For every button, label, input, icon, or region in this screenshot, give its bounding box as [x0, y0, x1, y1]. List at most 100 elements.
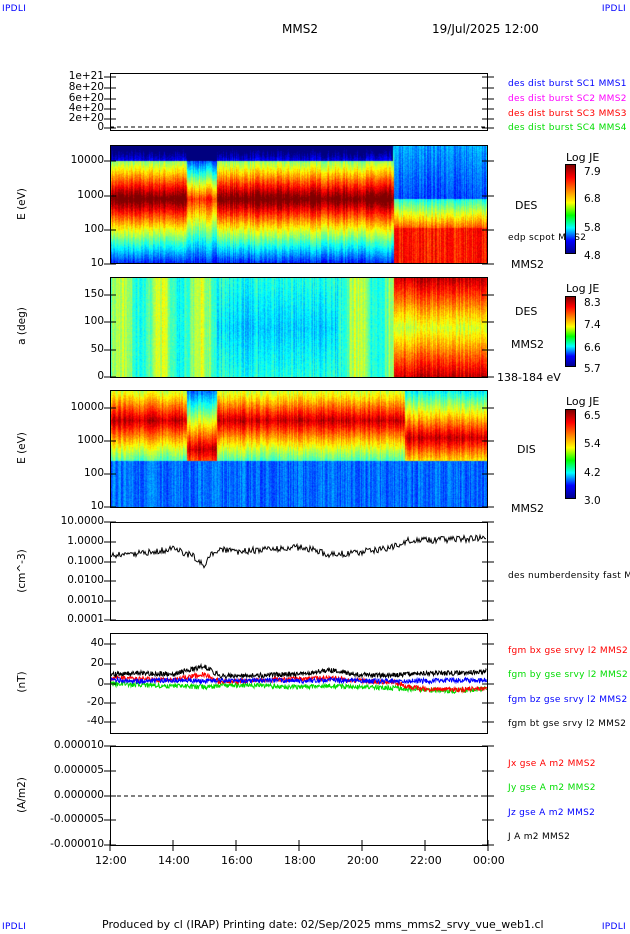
- legend-sc3: des dist burst SC3 MMS3: [508, 109, 627, 119]
- y-tick-label: 100: [83, 315, 104, 327]
- panel-dis-energy: [110, 390, 488, 508]
- y-tick-label: 100: [83, 467, 104, 479]
- label-energy-range: 138-184 eV: [497, 371, 561, 384]
- x-tick-label: 12:00: [95, 854, 127, 867]
- legend-bz: fgm bz gse srvy l2 MMS2: [508, 695, 628, 705]
- y-tick-label: 0.0100: [67, 574, 104, 586]
- corner-label-top-right: IPDLI: [601, 4, 626, 14]
- corner-label-bottom-right: IPDLI: [601, 922, 626, 932]
- label-dis: DIS: [517, 443, 536, 456]
- colorbar-tick: 5.8: [584, 222, 601, 234]
- footer-text: Produced by cl (IRAP) Printing date: 02/…: [102, 918, 544, 931]
- y-tick-label: 10: [90, 500, 104, 512]
- legend-sc4: des dist burst SC4 MMS4: [508, 123, 627, 133]
- y-tick-label: 8e+20: [68, 81, 104, 93]
- colorbar-tick: 4.2: [584, 467, 601, 479]
- colorbar-tick: 7.4: [584, 319, 601, 331]
- x-tick-label: 16:00: [221, 854, 253, 867]
- y-tick-label: 50: [90, 343, 104, 355]
- x-tick-label: 20:00: [347, 854, 379, 867]
- x-tick-label: 00:00: [473, 854, 505, 867]
- colorbar-2: [565, 296, 576, 367]
- panel-burst: [110, 73, 488, 131]
- colorbar-tick: 6.6: [584, 342, 601, 354]
- legend-density: des numberdensity fast M: [508, 571, 630, 581]
- label-edp-scpot: edp scpot MMS2: [508, 233, 587, 243]
- colorbar-title-2: Log JE: [566, 282, 600, 295]
- legend-jz: Jz gse A m2 MMS2: [508, 808, 596, 818]
- y-tick-label: 20: [90, 657, 104, 669]
- legend-bx: fgm bx gse srvy l2 MMS2: [508, 646, 629, 656]
- panel-des-pitch: [110, 277, 488, 378]
- b-field-line-bt: [110, 662, 487, 680]
- legend-sc1: des dist burst SC1 MMS1: [508, 79, 627, 89]
- y-tick-label: 1.0000: [67, 535, 104, 547]
- colorbar-tick: 7.9: [584, 166, 601, 178]
- colorbar-1: [565, 164, 576, 254]
- y-tick-label: 1000: [77, 434, 104, 446]
- y-tick-label: -0.000010: [50, 838, 104, 850]
- label-mms2-2: MMS2: [511, 338, 544, 351]
- legend-jy: Jy gse A m2 MMS2: [508, 783, 596, 793]
- panel-des-energy: [110, 145, 488, 264]
- y-tick-label: 10: [90, 257, 104, 269]
- colorbar-3: [565, 409, 576, 499]
- y-tick-label: 1000: [77, 189, 104, 201]
- y-tick-label: 4e+20: [68, 102, 104, 114]
- legend-by: fgm by gse srvy l2 MMS2: [508, 670, 629, 680]
- b-field-line-bz: [110, 676, 487, 686]
- des-pitch-angle-spectrogram: [111, 278, 487, 377]
- spacecraft-title: MMS2: [282, 22, 318, 36]
- y-tick-label: 6e+20: [68, 92, 104, 104]
- colorbar-tick: 6.8: [584, 193, 601, 205]
- y-tick-label: 0.000010: [53, 739, 104, 751]
- y-tick-label: 0.0010: [67, 594, 104, 606]
- y-tick-label: 0: [97, 677, 104, 689]
- label-mms2-3: MMS2: [511, 502, 544, 515]
- x-tick-label: 22:00: [410, 854, 442, 867]
- legend-jx: Jx gse A m2 MMS2: [508, 759, 596, 769]
- label-mms2-1: MMS2: [511, 258, 544, 271]
- colorbar-tick: 6.5: [584, 410, 601, 422]
- x-tick-label: 14:00: [158, 854, 190, 867]
- panel-density: [110, 522, 488, 621]
- y-tick-label: 10000: [70, 154, 104, 166]
- colorbar-tick: 8.3: [584, 297, 601, 309]
- y-tick-label: 10000: [70, 401, 104, 413]
- colorbar-tick: 3.0: [584, 495, 601, 507]
- colorbar-tick: 4.8: [584, 250, 601, 262]
- colorbar-title-1: Log JE: [566, 151, 600, 164]
- corner-label-top-left: IPDLI: [2, 4, 27, 14]
- label-des: DES: [515, 199, 538, 212]
- y-tick-label: 40: [90, 637, 104, 649]
- y-tick-label: 2e+20: [68, 112, 104, 124]
- y-tick-label: 0.1000: [67, 555, 104, 567]
- colorbar-title-3: Log JE: [566, 395, 600, 408]
- y-tick-label: 100: [83, 223, 104, 235]
- date-title: 19/Jul/2025 12:00: [432, 22, 539, 36]
- legend-j: J A m2 MMS2: [508, 832, 571, 842]
- density-line: [110, 533, 487, 569]
- y-tick-label: 0.000000: [53, 789, 104, 801]
- y-tick-label: 0.0001: [67, 613, 104, 625]
- x-tick-label: 18:00: [284, 854, 316, 867]
- y-tick-label: -0.000005: [50, 813, 104, 825]
- legend-bt: fgm bt gse srvy l2 MMS2: [508, 719, 627, 729]
- y-tick-label: 1e+21: [68, 70, 104, 82]
- label-des-2: DES: [515, 305, 538, 318]
- dis-energy-spectrogram: [111, 391, 487, 507]
- corner-label-bottom-left: IPDLI: [2, 922, 27, 932]
- colorbar-tick: 5.4: [584, 438, 601, 450]
- b-field-line-by: [110, 679, 487, 695]
- y-tick-label: -40: [86, 715, 104, 727]
- y-tick-label: 150: [83, 288, 104, 300]
- y-tick-label: 0.000005: [53, 764, 104, 776]
- des-energy-spectrogram: [111, 146, 487, 263]
- y-tick-label: 0: [97, 121, 104, 133]
- y-tick-label: 10.0000: [60, 515, 104, 527]
- colorbar-tick: 5.7: [584, 363, 601, 375]
- legend-sc2: des dist burst SC2 MMS2: [508, 94, 627, 104]
- y-tick-label: 0: [97, 370, 104, 382]
